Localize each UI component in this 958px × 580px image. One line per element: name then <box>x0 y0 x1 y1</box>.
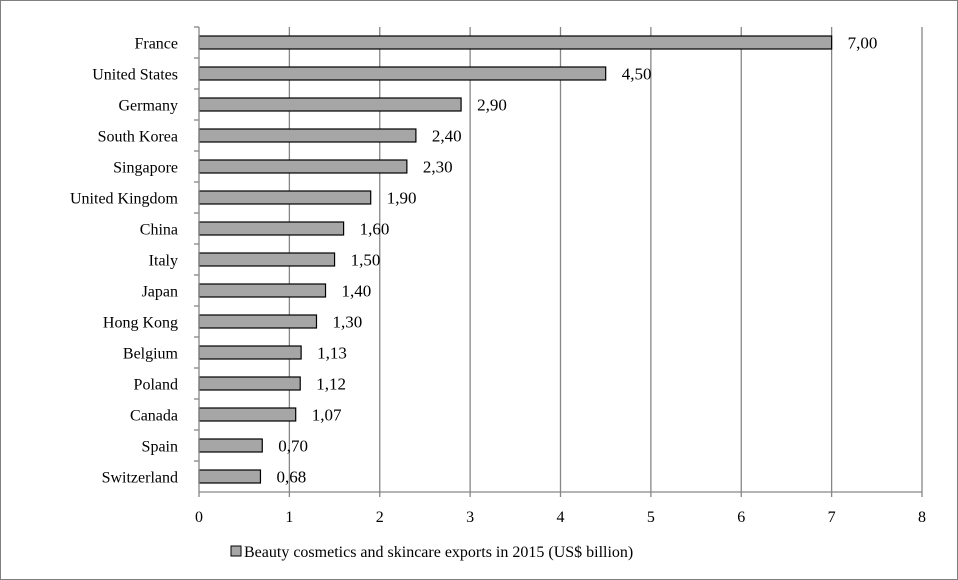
bar <box>198 252 336 267</box>
category-label: Germany <box>118 98 178 115</box>
x-tick-label: 1 <box>285 509 293 526</box>
bar <box>198 97 462 112</box>
category-label: Belgium <box>123 346 179 363</box>
bar <box>198 376 301 391</box>
bar <box>198 35 833 50</box>
x-tick-label: 6 <box>737 509 745 526</box>
category-label: Singapore <box>113 160 178 177</box>
data-label: 1,90 <box>387 189 417 208</box>
data-label: 1,50 <box>351 251 381 270</box>
x-tick-label: 4 <box>557 509 565 526</box>
category-label: France <box>134 36 178 53</box>
category-label: Poland <box>134 377 178 394</box>
category-label: United States <box>92 67 178 84</box>
bar <box>198 283 327 298</box>
gridlines <box>288 27 923 492</box>
category-label: Hong Kong <box>103 315 178 332</box>
data-label: 2,90 <box>477 96 507 115</box>
x-tick-label: 7 <box>828 509 836 526</box>
data-label: 1,12 <box>316 375 346 394</box>
category-labels: France United States Germany South Korea Sin… <box>70 36 179 487</box>
bar <box>198 314 318 329</box>
bar <box>198 128 417 143</box>
category-label: China <box>140 222 178 239</box>
data-label: 2,40 <box>432 127 462 146</box>
x-tick-label: 5 <box>647 509 655 526</box>
bar <box>198 159 408 174</box>
category-label: Canada <box>130 408 178 425</box>
category-label: Japan <box>142 284 178 301</box>
x-tick-label: 0 <box>195 509 203 526</box>
data-label: 1,13 <box>317 344 347 363</box>
legend: Beauty cosmetics and skincare exports in… <box>230 544 633 561</box>
bar <box>198 345 302 360</box>
data-label: 2,30 <box>423 158 453 177</box>
data-label: 4,50 <box>622 65 652 84</box>
bar <box>198 221 345 236</box>
data-label: 1,60 <box>360 220 390 239</box>
category-label: Switzerland <box>102 470 178 487</box>
data-labels: 7,00 4,50 2,90 2,40 2,30 1,90 1,60 1,50 1,40 1,30… <box>276 34 877 487</box>
category-label: Italy <box>149 253 178 270</box>
data-label: 1,30 <box>332 313 362 332</box>
x-tick-label: 2 <box>376 509 384 526</box>
category-label: United Kingdom <box>70 191 179 208</box>
category-label: South Korea <box>98 129 178 146</box>
data-label: 0,68 <box>276 468 306 487</box>
legend-swatch <box>230 545 242 557</box>
bar <box>198 66 607 81</box>
bar <box>198 407 297 422</box>
data-label: 0,70 <box>278 437 308 456</box>
bar <box>198 438 263 453</box>
bars <box>198 35 833 484</box>
data-label: 1,07 <box>312 406 342 425</box>
x-tick-label: 8 <box>918 509 926 526</box>
bar <box>198 190 372 205</box>
data-label: 7,00 <box>848 34 878 53</box>
bar <box>198 469 262 484</box>
data-label: 1,40 <box>342 282 372 301</box>
x-tick-label: 3 <box>466 509 474 526</box>
axes <box>194 26 923 497</box>
category-label: Spain <box>142 439 178 456</box>
x-tick-labels: 0 1 2 3 4 5 6 7 8 <box>195 509 926 526</box>
legend-label: Beauty cosmetics and skincare exports in… <box>244 544 633 561</box>
